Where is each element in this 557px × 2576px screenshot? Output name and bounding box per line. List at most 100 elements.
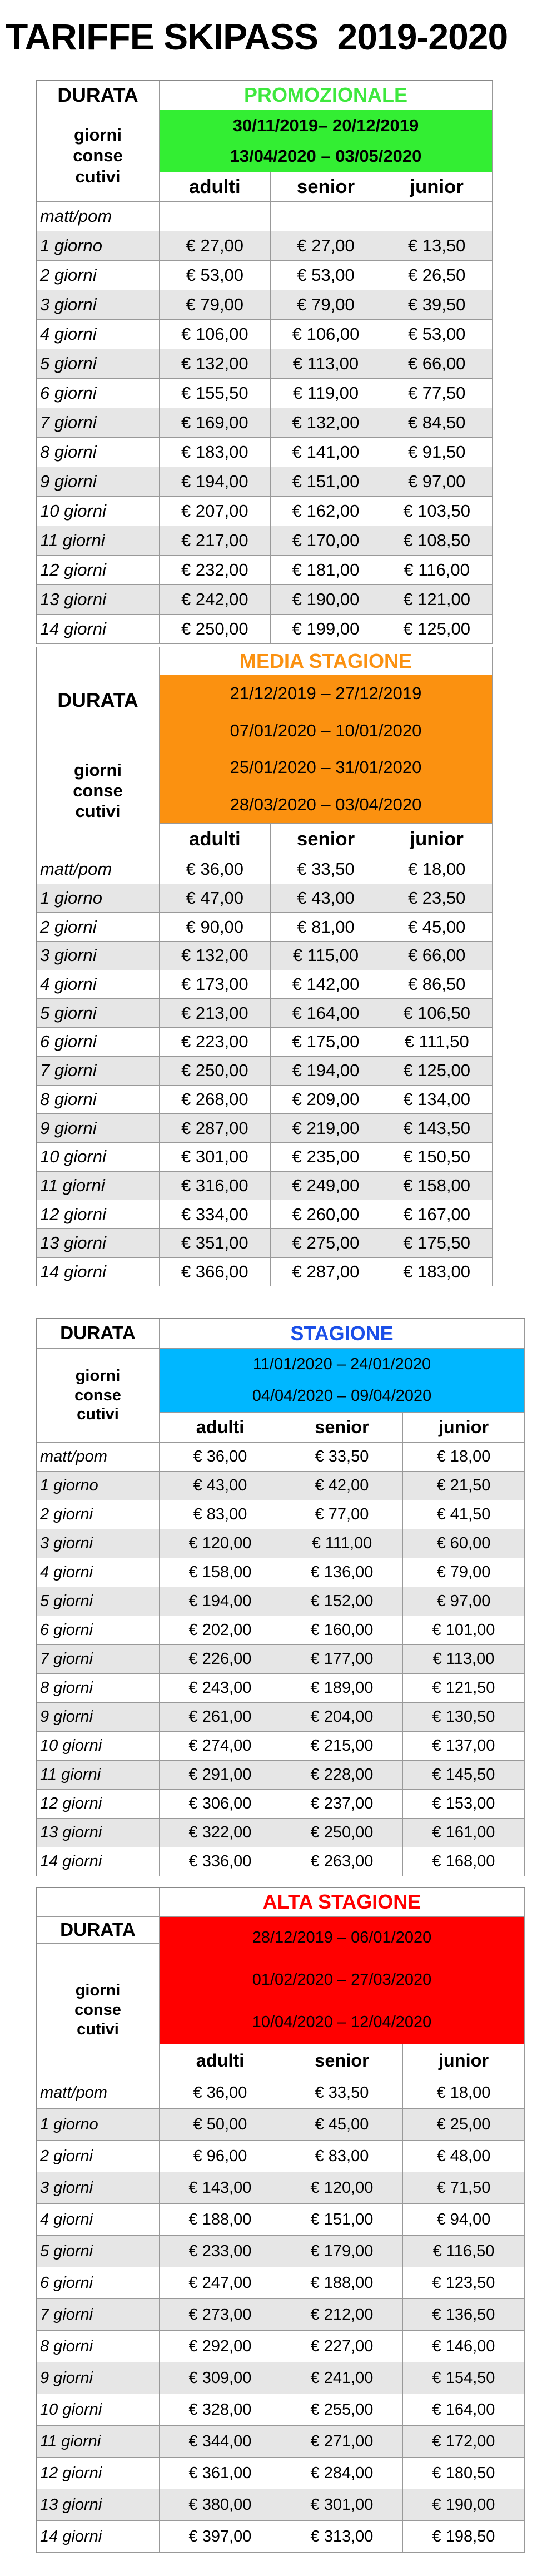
price-cell: € 113,00 xyxy=(270,349,382,379)
price-cell: € 33,50 xyxy=(281,1443,403,1472)
price-cell: € 132,00 xyxy=(160,942,271,970)
duration-label: 11 giorni xyxy=(37,1761,160,1790)
price-cell: € 247,00 xyxy=(160,2267,281,2299)
price-cell: € 53,00 xyxy=(270,261,382,290)
price-cell: € 169,00 xyxy=(160,408,271,438)
duration-label: 7 giorni xyxy=(37,408,160,438)
price-cell: € 226,00 xyxy=(160,1645,281,1674)
price-cell: € 18,00 xyxy=(381,855,493,884)
price-cell: € 77,50 xyxy=(381,379,493,408)
price-cell: € 27,00 xyxy=(270,231,382,261)
duration-label: 6 giorni xyxy=(37,2267,160,2299)
price-cell: € 94,00 xyxy=(403,2204,525,2236)
duration-label: 9 giorni xyxy=(37,1703,160,1732)
price-cell: € 60,00 xyxy=(403,1529,525,1558)
price-cell: € 344,00 xyxy=(160,2426,281,2458)
price-cell: € 263,00 xyxy=(281,1847,403,1876)
giorni-line: cutivi xyxy=(75,166,121,186)
price-cell: € 18,00 xyxy=(403,1443,525,1472)
season-title: ALTA STAGIONE xyxy=(160,1888,525,1917)
duration-label: 9 giorni xyxy=(37,1114,160,1143)
price-cell: € 79,00 xyxy=(403,1558,525,1587)
date-range: 21/12/2019 – 27/12/2019 xyxy=(230,683,422,704)
page-title: TARIFFE SKIPASS 2019-2020 xyxy=(6,16,508,57)
price-cell: € 120,00 xyxy=(281,2172,403,2204)
price-cell: € 316,00 xyxy=(160,1171,271,1201)
price-cell: € 84,50 xyxy=(381,408,493,438)
price-cell: € 130,50 xyxy=(403,1703,525,1732)
date-range: 07/01/2020 – 10/01/2020 xyxy=(230,720,422,740)
price-cell: € 50,00 xyxy=(160,2109,281,2141)
duration-label: 3 giorni xyxy=(37,1529,160,1558)
price-cell: € 86,50 xyxy=(381,970,493,999)
price-cell: € 143,00 xyxy=(160,2172,281,2204)
price-cell: € 79,00 xyxy=(270,290,382,320)
price-cell: € 250,00 xyxy=(281,1819,403,1847)
duration-label: 14 giorni xyxy=(37,2521,160,2553)
empty-cell xyxy=(37,647,160,675)
price-cell: € 161,00 xyxy=(403,1819,525,1847)
duration-label: 10 giorni xyxy=(37,1142,160,1172)
column-header-junior: junior xyxy=(403,1413,525,1443)
price-cell: € 190,00 xyxy=(403,2489,525,2521)
duration-label: 5 giorni xyxy=(37,2236,160,2267)
price-cell: € 142,00 xyxy=(270,970,382,999)
price-cell: € 137,00 xyxy=(403,1732,525,1761)
duration-label: 5 giorni xyxy=(37,999,160,1028)
date-range: 11/01/2020 – 24/01/2020 xyxy=(252,1355,431,1373)
price-cell: € 243,00 xyxy=(160,1674,281,1703)
price-cell: € 397,00 xyxy=(160,2521,281,2553)
price-cell: € 36,00 xyxy=(160,2077,281,2109)
price-cell: € 168,00 xyxy=(403,1847,525,1876)
price-cell: € 194,00 xyxy=(160,467,271,497)
price-cell: € 81,00 xyxy=(270,913,382,942)
duration-label: 6 giorni xyxy=(37,379,160,408)
price-cell: € 273,00 xyxy=(160,2299,281,2331)
price-cell: € 153,00 xyxy=(403,1790,525,1819)
price-cell: € 43,00 xyxy=(160,1472,281,1500)
duration-label: matt/pom xyxy=(37,1443,160,1472)
date-range: 28/03/2020 – 03/04/2020 xyxy=(230,794,422,814)
season-title: STAGIONE xyxy=(160,1319,525,1349)
price-cell: € 158,00 xyxy=(160,1558,281,1587)
price-cell: € 48,00 xyxy=(403,2141,525,2172)
price-cell: € 164,00 xyxy=(403,2394,525,2426)
price-cell: € 121,50 xyxy=(403,1674,525,1703)
durata-header: DURATA xyxy=(37,675,160,726)
giorni-line: cutivi xyxy=(77,2020,119,2038)
price-cell: € 53,00 xyxy=(160,261,271,290)
price-cell: € 151,00 xyxy=(281,2204,403,2236)
price-cell: € 36,00 xyxy=(160,855,271,884)
date-range: 25/01/2020 – 31/01/2020 xyxy=(230,757,422,777)
date-range: 01/02/2020 – 27/03/2020 xyxy=(252,1971,432,1989)
price-cell: € 162,00 xyxy=(270,497,382,526)
price-cell: € 83,00 xyxy=(281,2141,403,2172)
duration-label: 6 giorni xyxy=(37,1616,160,1645)
duration-label: 1 giorno xyxy=(37,2109,160,2141)
duration-label: matt/pom xyxy=(37,2077,160,2109)
price-cell: € 207,00 xyxy=(160,497,271,526)
price-cell: € 36,00 xyxy=(160,1443,281,1472)
price-cell: € 42,00 xyxy=(281,1472,403,1500)
price-cell: € 249,00 xyxy=(270,1171,382,1201)
duration-label: 8 giorni xyxy=(37,2331,160,2362)
duration-label: 4 giorni xyxy=(37,320,160,349)
price-cell: € 336,00 xyxy=(160,1847,281,1876)
price-cell: € 103,50 xyxy=(381,497,493,526)
price-cell: € 43,00 xyxy=(270,884,382,913)
price-cell: € 194,00 xyxy=(160,1587,281,1616)
price-cell: € 121,00 xyxy=(381,585,493,615)
durata-header: DURATA xyxy=(37,1319,160,1349)
price-cell: € 309,00 xyxy=(160,2362,281,2394)
price-cell: € 170,00 xyxy=(270,526,382,556)
price-cell: € 183,00 xyxy=(160,438,271,467)
price-cell: € 18,00 xyxy=(403,2077,525,2109)
price-cell: € 132,00 xyxy=(270,408,382,438)
price-cell: € 151,00 xyxy=(270,467,382,497)
duration-label: 11 giorni xyxy=(37,1171,160,1201)
price-cell: € 181,00 xyxy=(270,556,382,585)
price-cell: € 13,50 xyxy=(381,231,493,261)
giorni-line: giorni xyxy=(73,125,122,145)
price-cell: € 154,50 xyxy=(403,2362,525,2394)
date-range: 13/04/2020 – 03/05/2020 xyxy=(230,146,422,166)
